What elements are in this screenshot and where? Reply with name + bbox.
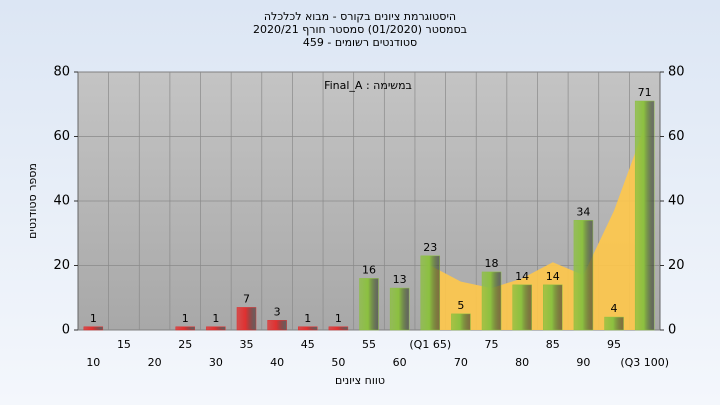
x-tick-label: 15 bbox=[117, 338, 131, 351]
value-label: 13 bbox=[393, 273, 407, 286]
y-tick-label: 80 bbox=[53, 65, 70, 80]
bar bbox=[543, 284, 563, 331]
title-line: היסטוגרמת ציונים בקורס - מבוא לכלכלה bbox=[264, 10, 456, 23]
bar bbox=[359, 278, 379, 331]
value-label: 34 bbox=[576, 205, 590, 218]
y2-tick-label: 40 bbox=[668, 194, 685, 209]
bar bbox=[481, 271, 502, 331]
annotation: Final_A : במשימה bbox=[324, 79, 412, 92]
y-axis-label: מספר סטודנטים bbox=[26, 163, 39, 239]
y2-tick-label: 0 bbox=[668, 323, 676, 338]
value-label: 16 bbox=[362, 263, 376, 276]
x-tick-label: 60 bbox=[393, 356, 407, 369]
value-label: 18 bbox=[485, 257, 499, 270]
value-label: 23 bbox=[423, 241, 437, 254]
bar bbox=[236, 307, 257, 331]
x-tick-label: 35 bbox=[239, 338, 253, 351]
bar bbox=[267, 320, 287, 331]
value-label: 1 bbox=[212, 312, 219, 325]
x-tick-label: 70 bbox=[454, 356, 468, 369]
value-label: 1 bbox=[304, 312, 311, 325]
x-tick-label: 30 bbox=[209, 356, 223, 369]
value-label: 4 bbox=[611, 302, 618, 315]
x-tick-label: 90 bbox=[576, 356, 590, 369]
x-tick-label: 40 bbox=[270, 356, 284, 369]
y2-tick-label: 80 bbox=[668, 65, 685, 80]
bar bbox=[328, 326, 349, 331]
value-label: 1 bbox=[335, 312, 342, 325]
x-tick-label: 80 bbox=[515, 356, 529, 369]
x-tick-label: (Q1 65) bbox=[409, 338, 451, 351]
x-tick-label: 85 bbox=[546, 338, 560, 351]
x-axis-label: טווח ציונים bbox=[335, 374, 385, 387]
x-tick-label: 75 bbox=[485, 338, 499, 351]
value-label: 71 bbox=[638, 86, 652, 99]
value-label: 14 bbox=[515, 270, 529, 283]
bar bbox=[512, 284, 532, 331]
bar bbox=[604, 316, 624, 331]
bar bbox=[634, 100, 655, 331]
x-tick-label: 20 bbox=[148, 356, 162, 369]
bar bbox=[451, 313, 471, 331]
y-tick-label: 20 bbox=[53, 258, 70, 273]
value-label: 3 bbox=[274, 305, 281, 318]
x-tick-label: 10 bbox=[86, 356, 100, 369]
y2-tick-label: 60 bbox=[668, 129, 685, 144]
bar bbox=[297, 326, 318, 331]
bar bbox=[573, 220, 594, 331]
title-line: בסמסטר (01/2020) סמסטר חורף 2020/21 bbox=[253, 23, 467, 36]
bar bbox=[389, 287, 410, 331]
x-tick-label: (Q3 100) bbox=[620, 356, 669, 369]
x-tick-label: 95 bbox=[607, 338, 621, 351]
x-tick-label: 50 bbox=[331, 356, 345, 369]
value-label: 1 bbox=[182, 312, 189, 325]
y-tick-label: 60 bbox=[53, 129, 70, 144]
x-tick-label: 55 bbox=[362, 338, 376, 351]
bar bbox=[175, 326, 195, 331]
value-label: 7 bbox=[243, 292, 250, 305]
value-label: 14 bbox=[546, 270, 560, 283]
value-label: 5 bbox=[457, 299, 464, 312]
bar bbox=[83, 326, 104, 331]
bar bbox=[206, 326, 226, 331]
y-tick-label: 0 bbox=[62, 323, 70, 338]
bar bbox=[420, 255, 441, 331]
x-tick-label: 25 bbox=[178, 338, 192, 351]
value-label: 1 bbox=[90, 312, 97, 325]
y2-tick-label: 20 bbox=[668, 258, 685, 273]
y-tick-label: 40 bbox=[53, 194, 70, 209]
x-tick-label: 45 bbox=[301, 338, 315, 351]
title-line: סטודנטים רשומים - 459 bbox=[303, 36, 417, 49]
